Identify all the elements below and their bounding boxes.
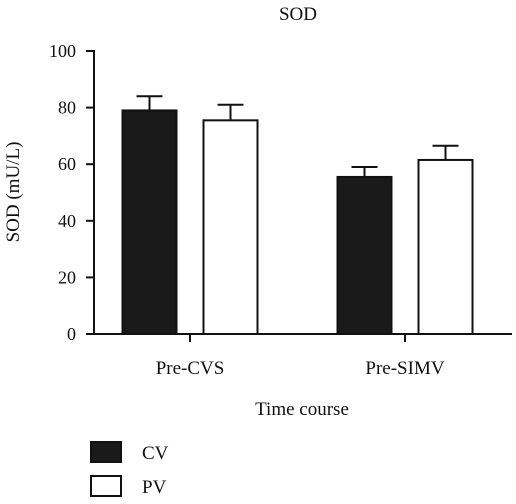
error-bars-group: [136, 95, 459, 177]
y-tick-label: 80: [58, 98, 76, 118]
legend-swatch-pv: [90, 475, 122, 497]
legend-label-pv: PV: [142, 477, 167, 498]
y-axis-title: SOD (mU/L): [3, 142, 24, 243]
legend: CV PV: [90, 441, 169, 498]
bar-cv-1: [336, 175, 393, 335]
bars-group: [121, 109, 474, 336]
x-category-label: Pre-SIMV: [365, 358, 444, 379]
legend-swatch-cv: [90, 441, 122, 463]
y-tick-label: 60: [58, 154, 76, 174]
chart-title: SOD: [279, 4, 317, 25]
y-tick-label: 20: [58, 267, 76, 287]
bar-pv-0: [202, 119, 259, 335]
y-tick-label: 100: [49, 41, 76, 61]
bar-pv-1: [417, 158, 474, 335]
x-axis-category-labels: Pre-CVS Pre-SIMV: [156, 334, 445, 379]
x-axis-title: Time course: [255, 399, 349, 420]
y-axis-ticks: 0 20 40 60 80 100: [49, 41, 94, 344]
legend-label-cv: CV: [142, 443, 169, 464]
x-category-label: Pre-CVS: [156, 358, 225, 379]
y-tick-label: 0: [67, 324, 76, 344]
bar-cv-0: [121, 109, 178, 336]
y-tick-label: 40: [58, 211, 76, 231]
